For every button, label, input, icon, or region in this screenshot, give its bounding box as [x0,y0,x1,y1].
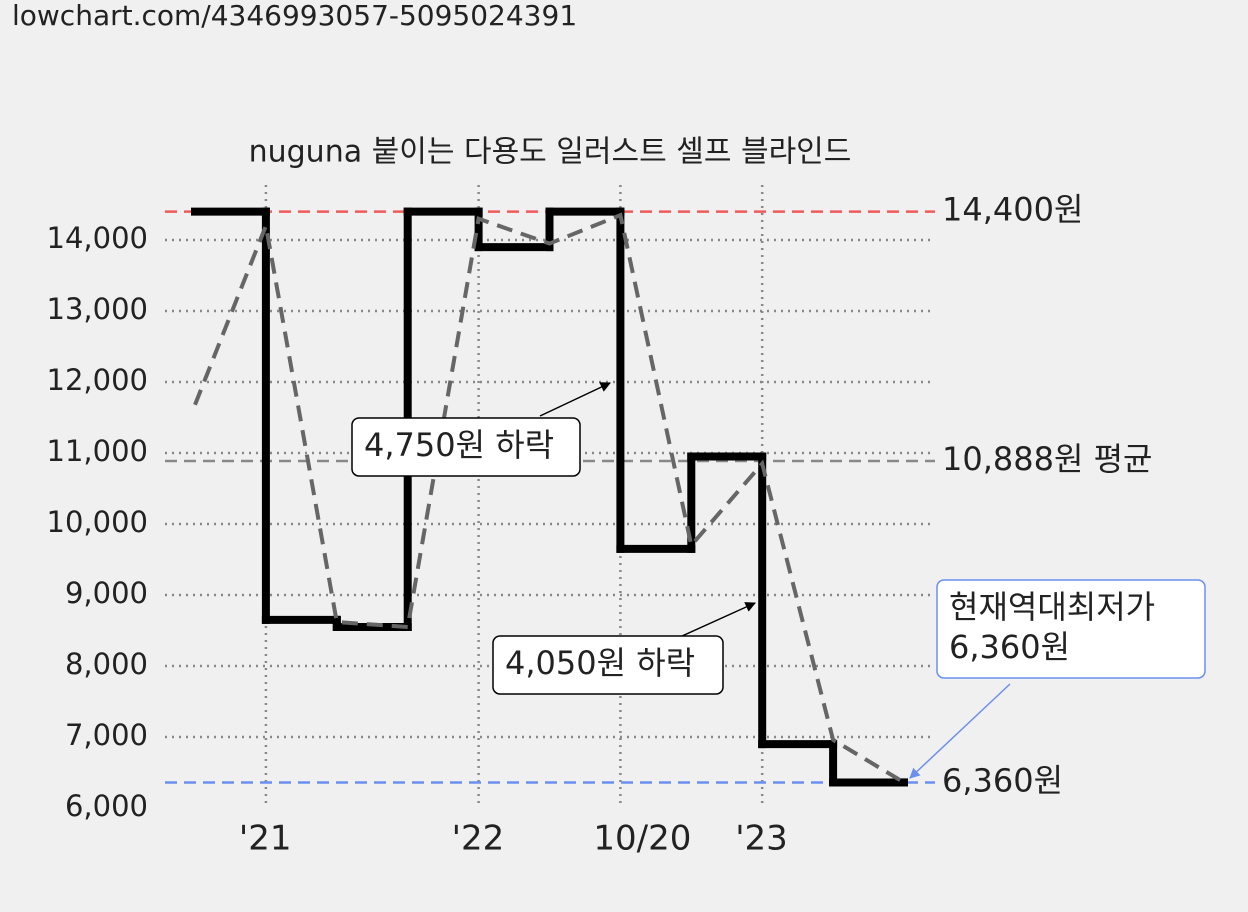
annotation-text: 4,750원 하락 [364,426,554,464]
reference-label: 6,360원 [942,761,1063,799]
y-tick-label: 11,000 [47,434,148,468]
x-tick-label: '22 [452,819,505,859]
y-tick-label: 7,000 [65,718,148,752]
annotation-text: 현재역대최저가 [949,588,1155,626]
annotation-text: 4,050원 하락 [505,644,695,682]
annotation-text: 6,360원 [949,628,1070,666]
x-tick-label: '23 [735,819,788,859]
reference-label: 10,888원 평균 [942,440,1152,478]
annotation-arrow [681,602,756,637]
x-tick-label: 10/20 [593,819,691,859]
y-tick-label: 10,000 [47,505,148,539]
trend-line [193,212,906,785]
reference-label: 14,400원 [942,191,1083,229]
y-tick-label: 9,000 [65,576,148,610]
step-line [191,207,908,787]
y-tick-label: 12,000 [47,363,148,397]
annotation-box [492,635,724,695]
x-tick-label: '21 [239,819,292,859]
annotation-box [936,579,1206,679]
annotation-arrow [539,382,611,417]
url: lowchart.com/4346993057-5095024391 [12,0,577,32]
chart-title: nuguna 붙이는 다용도 일러스트 셀프 블라인드 [249,135,852,170]
annotation-box [351,417,581,477]
y-tick-label: 13,000 [47,292,148,326]
annotation-arrow [909,683,1011,779]
y-tick-label: 8,000 [65,647,148,681]
y-tick-label: 14,000 [47,221,148,255]
y-tick-label: 6,000 [65,789,148,823]
